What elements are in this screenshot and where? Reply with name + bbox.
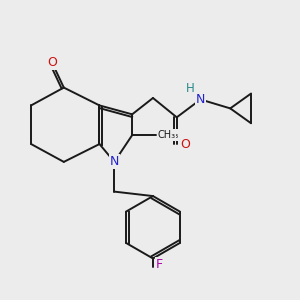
- Text: H: H: [186, 82, 194, 95]
- Text: O: O: [181, 138, 190, 151]
- Text: N: N: [110, 155, 119, 168]
- Text: CH₃: CH₃: [160, 130, 179, 140]
- Text: O: O: [47, 56, 57, 69]
- Text: CH₃: CH₃: [158, 130, 175, 140]
- Text: F: F: [156, 258, 163, 271]
- Text: N: N: [196, 93, 205, 106]
